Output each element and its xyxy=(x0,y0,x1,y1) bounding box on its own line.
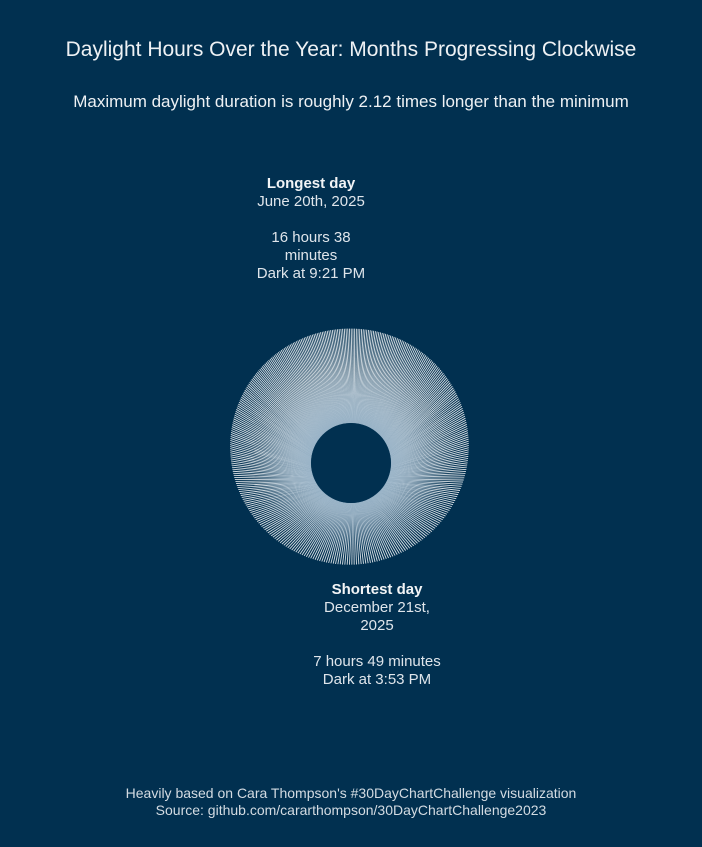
longest-day-duration-2: minutes xyxy=(284,247,338,264)
shortest-day-duration: 7 hours 49 minutes xyxy=(313,653,441,670)
caption-line-2: Source: github.com/cararthompson/30DayCh… xyxy=(155,802,547,818)
longest-day-dark: Dark at 9:21 PM xyxy=(256,265,366,282)
shortest-day-heading: Shortest day xyxy=(331,581,423,598)
shortest-day-date-2: 2025 xyxy=(360,617,394,634)
chart-subtitle: Maximum daylight duration is roughly 2.1… xyxy=(73,92,629,111)
caption-line-1: Heavily based on Cara Thompson's #30DayC… xyxy=(125,785,577,801)
chart-caption: Heavily based on Cara Thompson's #30DayC… xyxy=(0,785,702,819)
center-hole xyxy=(311,423,391,503)
longest-day-date: June 20th, 2025 xyxy=(257,193,365,210)
shortest-day-dark: Dark at 3:53 PM xyxy=(322,671,432,688)
shortest-day-annotation: Shortest day December 21st, 2025 7 hours… xyxy=(300,581,454,689)
chart-title: Daylight Hours Over the Year: Months Pro… xyxy=(65,38,637,61)
longest-day-heading: Longest day xyxy=(266,175,356,192)
shortest-day-date-1: December 21st, xyxy=(324,599,430,616)
longest-day-annotation: Longest day June 20th, 2025 16 hours 38 … xyxy=(236,175,386,283)
longest-day-duration-1: 16 hours 38 xyxy=(271,229,351,246)
